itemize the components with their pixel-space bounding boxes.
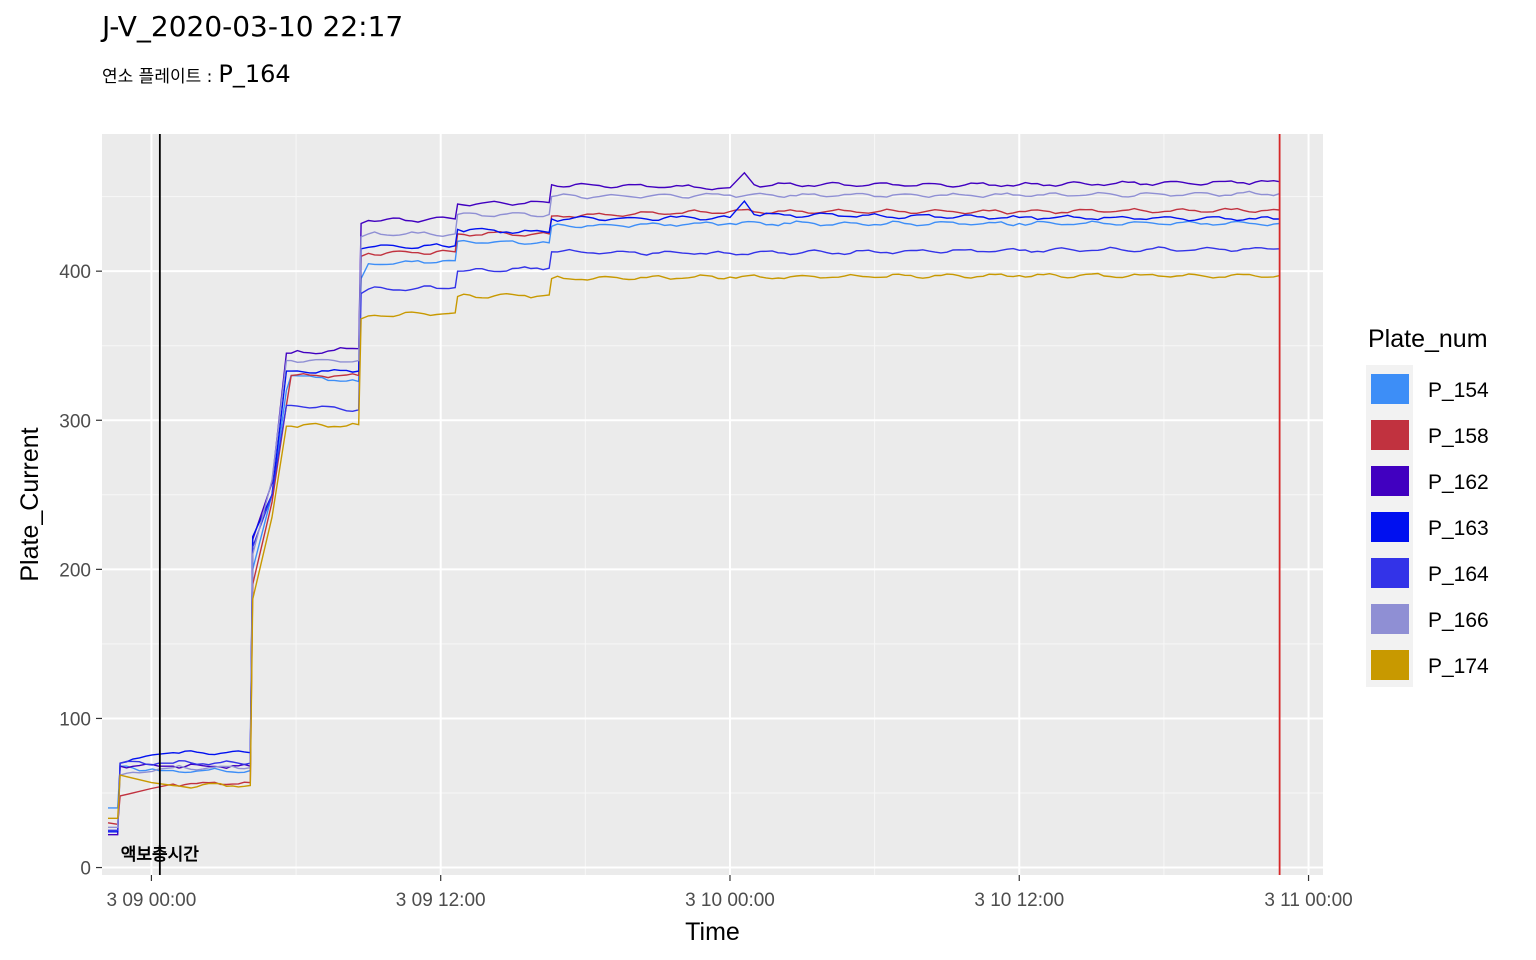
legend-label-p-154: P_154 xyxy=(1428,379,1489,402)
y-tick-label: 100 xyxy=(59,709,91,730)
legend-swatch-p-174 xyxy=(1371,650,1409,680)
series-line-p-162 xyxy=(108,171,1280,836)
series-line-p-164 xyxy=(108,246,1280,831)
x-tick-label: 3 09 00:00 xyxy=(107,890,197,911)
chart-title: J-V_2020-03-10 22:17 xyxy=(102,10,404,43)
series-layer xyxy=(107,171,1280,836)
legend-swatch-p-164 xyxy=(1371,558,1409,588)
legend-label-p-158: P_158 xyxy=(1428,425,1489,448)
refill-time-label: 액보충시간 xyxy=(121,845,200,865)
legend-label-p-174: P_174 xyxy=(1428,655,1489,678)
series-line-p-163 xyxy=(108,199,1280,833)
subtitle-plate: P_164 xyxy=(218,60,291,88)
x-tick-label: 3 09 12:00 xyxy=(396,890,486,911)
grid-major xyxy=(102,134,1323,875)
series-line-p-158 xyxy=(107,207,1280,826)
series-line-p-174 xyxy=(108,272,1280,819)
y-tick-label: 200 xyxy=(59,560,91,581)
x-axis-title: Time xyxy=(685,918,740,946)
plot-panel xyxy=(102,134,1323,875)
legend-swatch-p-166 xyxy=(1371,604,1409,634)
axes: 3 09 00:00 3 09 12:00 3 10 00:00 3 10 12:00… xyxy=(59,262,1352,911)
legend-title: Plate_num xyxy=(1368,325,1488,353)
y-tick-label: 300 xyxy=(59,411,91,432)
legend: Plate_num P_154 P_158 P_162 P_163 P_164 P_166… xyxy=(1366,325,1489,687)
legend-label-p-166: P_166 xyxy=(1428,609,1489,632)
legend-label-p-162: P_162 xyxy=(1428,471,1489,494)
legend-label-p-163: P_163 xyxy=(1428,517,1489,540)
chart-subtitle: 연소 플레이트 : P_164 xyxy=(102,60,291,88)
series-line-p-166 xyxy=(108,190,1280,828)
subtitle-label: 연소 플레이트 : xyxy=(102,67,213,87)
y-tick-label: 0 xyxy=(80,859,91,880)
legend-swatch-p-162 xyxy=(1371,466,1409,496)
x-tick-label: 3 10 12:00 xyxy=(974,890,1064,911)
reference-lines: 액보충시간 xyxy=(121,134,1281,875)
legend-label-p-164: P_164 xyxy=(1428,563,1489,586)
series-line-p-154 xyxy=(108,220,1280,809)
y-axis-title: Plate_Current xyxy=(16,427,44,581)
x-tick-label: 3 10 00:00 xyxy=(685,890,775,911)
legend-swatch-p-154 xyxy=(1371,374,1409,404)
legend-swatch-p-158 xyxy=(1371,420,1409,450)
legend-swatch-p-163 xyxy=(1371,512,1409,542)
y-tick-label: 400 xyxy=(59,262,91,283)
x-tick-label: 3 11 00:00 xyxy=(1264,890,1352,911)
